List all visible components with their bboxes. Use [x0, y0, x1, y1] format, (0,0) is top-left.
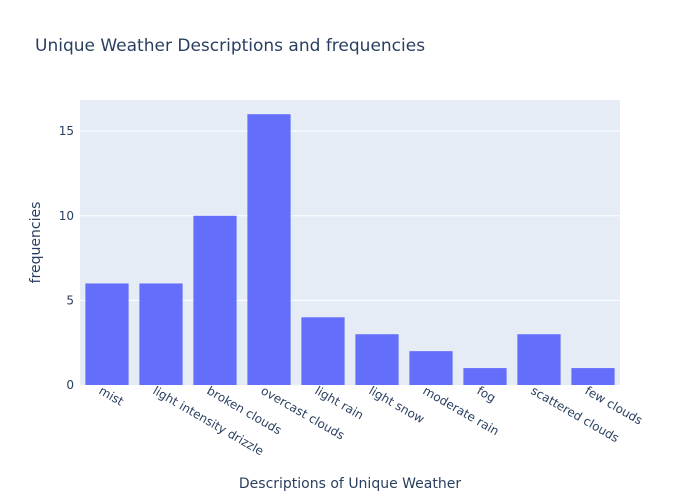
chart-title: Unique Weather Descriptions and frequenc…	[35, 36, 425, 56]
bar-broken-clouds	[193, 215, 237, 385]
y-axis-ticks: 0 5 10 15	[59, 124, 74, 392]
y-tick-label: 10	[59, 209, 74, 223]
y-tick-label: 15	[59, 124, 74, 138]
x-axis-title: Descriptions of Unique Weather	[239, 476, 461, 492]
bar-light-intensity-drizzle	[139, 283, 183, 385]
x-tick-label: mist	[97, 383, 127, 408]
bar-mist	[85, 283, 129, 385]
bars	[85, 114, 615, 385]
bar-scattered-clouds	[517, 334, 561, 385]
bar-moderate-rain	[409, 351, 453, 385]
bar-light-rain	[301, 317, 345, 385]
x-tick-label: fog	[475, 383, 499, 405]
bar-few-clouds	[571, 368, 615, 385]
bar-overcast-clouds	[247, 114, 291, 385]
y-axis-title: frequencies	[28, 202, 44, 284]
bar-fog	[463, 368, 507, 385]
y-tick-label: 0	[66, 378, 74, 392]
y-tick-label: 5	[66, 293, 74, 307]
bar-light-snow	[355, 334, 399, 385]
x-tick-label: light snow	[367, 383, 427, 426]
